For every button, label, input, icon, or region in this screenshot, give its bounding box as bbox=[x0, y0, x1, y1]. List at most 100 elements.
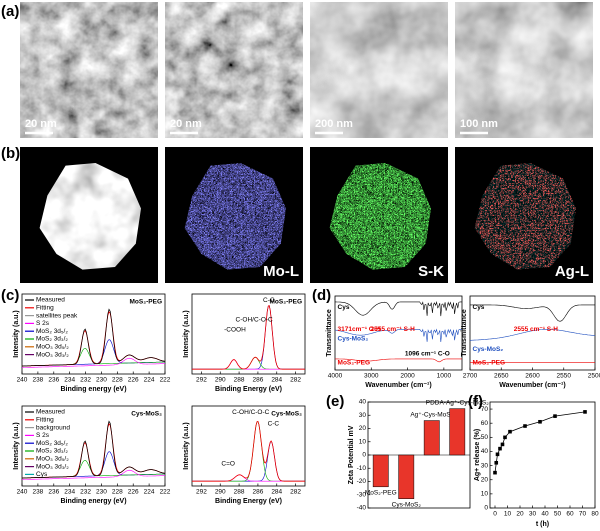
y-tick-label: 30 bbox=[359, 412, 367, 419]
x-axis-label: Binding Energy (eV) bbox=[215, 498, 282, 505]
legend-label: MoS₂ 3d₃/₂ bbox=[36, 336, 68, 343]
peak-label: C-C bbox=[263, 297, 275, 304]
legend-label: Measured bbox=[36, 297, 65, 304]
annotation: MoS₂-PEG bbox=[338, 359, 371, 366]
legend-label: satellites peak bbox=[36, 312, 78, 319]
y-axis-label: Intensity (a.u.) bbox=[183, 422, 190, 469]
x-tick-label: 70 bbox=[579, 511, 587, 518]
x-tick-label: 230 bbox=[96, 377, 107, 384]
panel-title: Cys-MoS₂ bbox=[271, 411, 302, 418]
x-tick-label: 2550 bbox=[557, 373, 572, 380]
legend-label: MoS₂ 3d₅/₂ bbox=[36, 328, 68, 335]
x-tick-label: 238 bbox=[32, 489, 43, 496]
x-tick-label: 2600 bbox=[525, 373, 540, 380]
legend-label: Fitting bbox=[36, 417, 54, 424]
x-tick-label: 30 bbox=[529, 511, 537, 518]
scale-bar-label: 200 nm bbox=[315, 118, 353, 130]
plot-frame bbox=[334, 295, 463, 371]
x-tick-label: 60 bbox=[566, 511, 574, 518]
y-tick-label: -30 bbox=[357, 491, 367, 498]
bar bbox=[372, 454, 389, 488]
bar bbox=[398, 454, 415, 499]
x-tick-label: 2650 bbox=[494, 373, 509, 380]
panel-label: (f) bbox=[468, 393, 483, 410]
mo-map bbox=[184, 163, 287, 270]
x-tick-label: 2500 bbox=[588, 373, 600, 380]
spectrum-curve bbox=[192, 421, 305, 482]
x-tick-label: 230 bbox=[96, 489, 107, 496]
panel-label: (c) bbox=[1, 287, 19, 304]
x-tick-label: 3000 bbox=[364, 373, 379, 380]
x-tick-label: 224 bbox=[144, 377, 155, 384]
legend-label: MoO₃ 3d₃/₂ bbox=[36, 351, 69, 358]
point bbox=[508, 429, 512, 434]
x-tick-label: 0 bbox=[493, 511, 497, 518]
y-axis-label: Intensity (a.u.) bbox=[183, 310, 190, 357]
bar bbox=[423, 420, 440, 456]
panel-title: MoS₂-PEG bbox=[270, 299, 303, 306]
x-tick-label: 2700 bbox=[463, 373, 478, 380]
tem-image bbox=[20, 2, 158, 138]
x-tick-label: 288 bbox=[234, 377, 245, 384]
tem-row bbox=[20, 2, 593, 138]
y-axis-label: Intensity (a.u.) bbox=[13, 310, 20, 357]
x-tick-label: 292 bbox=[196, 489, 207, 496]
point bbox=[493, 470, 497, 475]
x-tick-label: 228 bbox=[112, 489, 123, 496]
x-tick-label: 284 bbox=[271, 489, 282, 496]
x-tick-label: 292 bbox=[196, 377, 207, 384]
legend-label: Measured bbox=[36, 409, 65, 416]
x-tick-label: 226 bbox=[128, 377, 139, 384]
legend-label: Fitting bbox=[36, 305, 54, 312]
x-tick-label: 228 bbox=[112, 377, 123, 384]
spectrum-curve bbox=[192, 305, 305, 370]
spectrum-curve bbox=[22, 420, 166, 479]
map-label: Ag-L bbox=[555, 263, 589, 280]
spectrum-curve bbox=[192, 420, 305, 482]
scale-bar-label: 20 nm bbox=[25, 118, 57, 130]
x-tick-label: 234 bbox=[64, 489, 75, 496]
legend-label: background bbox=[36, 424, 70, 431]
spectrum-curve bbox=[470, 329, 596, 341]
y-axis-label: Transmittance bbox=[461, 309, 468, 357]
bar bbox=[449, 408, 466, 456]
y-tick-label: -20 bbox=[357, 478, 367, 485]
y-tick-label: -10 bbox=[357, 465, 367, 472]
point bbox=[503, 435, 507, 440]
x-tick-label: 240 bbox=[17, 489, 28, 496]
x-tick-label: 232 bbox=[80, 377, 91, 384]
x-tick-label: 222 bbox=[160, 377, 171, 384]
y-tick-label: 40 bbox=[359, 399, 367, 406]
y-axis-label: Ag+ release (%) bbox=[474, 429, 481, 481]
legend-label: MoS₂ 3d₅/₂ bbox=[36, 440, 68, 447]
point bbox=[553, 414, 557, 418]
plot-frame bbox=[489, 401, 596, 509]
y-tick-label: 40 bbox=[481, 448, 489, 455]
x-tick-label: 236 bbox=[48, 377, 59, 384]
category-label: Ag⁺-Cys-MoS₂ bbox=[410, 411, 453, 418]
x-tick-label: 288 bbox=[234, 489, 245, 496]
spectrum-curve bbox=[192, 359, 305, 370]
x-tick-label: 282 bbox=[290, 377, 301, 384]
x-tick-label: 240 bbox=[17, 377, 28, 384]
y-tick-label: -40 bbox=[357, 505, 367, 512]
panel-title: MoS₂-PEG bbox=[130, 299, 163, 306]
x-tick-label: 222 bbox=[160, 489, 171, 496]
x-tick-label: 286 bbox=[252, 489, 263, 496]
y-axis-label: Intensity (a.u.) bbox=[13, 422, 20, 469]
plot-frame bbox=[21, 405, 166, 487]
peak-label: -COOH bbox=[224, 327, 246, 334]
category-label: MoS₂-PEG bbox=[365, 490, 397, 497]
y-tick-label: 0 bbox=[484, 505, 488, 512]
annotation: 2555 cm⁻¹ S-H bbox=[371, 326, 416, 333]
legend-label: MoO₃ 3d₅/₂ bbox=[36, 456, 69, 463]
annotation: 2555 cm⁻¹ S-H bbox=[514, 326, 559, 333]
annotation: Cys-MoS₂ bbox=[473, 346, 504, 353]
spectrum-curve bbox=[22, 308, 166, 367]
panel-label: (e) bbox=[326, 393, 344, 410]
x-tick-label: 1000 bbox=[437, 373, 452, 380]
y-tick-label: 10 bbox=[359, 438, 367, 445]
x-axis-label: Wavenumber (cm⁻¹) bbox=[365, 382, 431, 389]
annotation: MoS₂-PEG bbox=[473, 359, 506, 366]
